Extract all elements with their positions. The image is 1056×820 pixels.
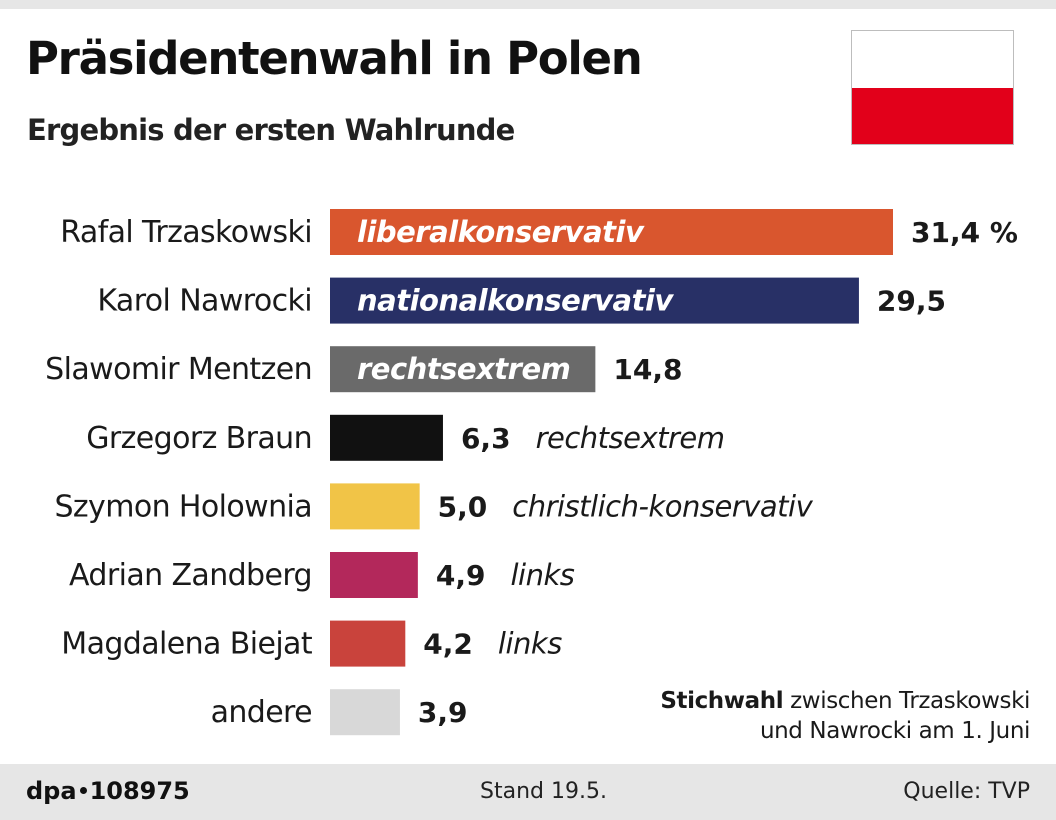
category-label: Adrian Zandberg: [69, 558, 312, 593]
value-label: 6,3: [461, 422, 511, 455]
bar: [330, 483, 420, 530]
orientation-label: links: [510, 558, 574, 592]
chart-subtitle: Ergebnis der ersten Wahlrunde: [27, 113, 515, 147]
category-label: Grzegorz Braun: [86, 421, 312, 456]
value-label: 4,9: [436, 559, 486, 592]
agency-name: dpa: [26, 777, 77, 805]
bar: [330, 346, 596, 393]
source-credit: Quelle: TVP: [903, 779, 1030, 804]
orientation-label: christlich-konservativ: [512, 489, 813, 523]
flag-red-stripe: [852, 87, 1013, 144]
value-label: 29,5: [877, 285, 946, 318]
top-rule: [0, 0, 1056, 9]
orientation-label: nationalkonservativ: [357, 284, 674, 318]
category-label: Karol Nawrocki: [97, 284, 312, 319]
category-label: Magdalena Biejat: [61, 627, 313, 662]
bar: [330, 209, 893, 255]
orientation-label: liberalkonservativ: [357, 215, 645, 249]
orientation-label: rechtsextrem: [536, 421, 725, 455]
agency-credit: dpa 108975: [26, 777, 190, 805]
flag-white-stripe: [852, 31, 1013, 88]
chart-title: Präsidentenwahl in Polen: [26, 32, 643, 85]
runoff-note: Stichwahl zwischen Trzaskowski und Nawroc…: [660, 686, 1030, 746]
note-bold: Stichwahl: [660, 688, 784, 714]
category-label: andere: [211, 695, 312, 730]
orientation-label: links: [498, 627, 562, 661]
bar: [330, 552, 418, 598]
footer: dpa 108975 Stand 19.5. Quelle: TVP: [0, 764, 1056, 820]
category-label: Szymon Holownia: [54, 489, 312, 524]
graphic-id: 108975: [89, 777, 190, 805]
value-label: 3,9: [418, 696, 468, 729]
orientation-label: rechtsextrem: [357, 352, 570, 386]
bar: [330, 277, 859, 324]
bar: [330, 689, 400, 736]
category-label: Slawomir Mentzen: [45, 352, 312, 387]
stand-date: Stand 19.5.: [480, 779, 607, 804]
note-line2: und Nawrocki am 1. Juni: [759, 718, 1030, 744]
value-label: 14,8: [613, 353, 682, 386]
bar-chart: Rafal Trzaskowski 31,4 % liberalkonservati…: [45, 209, 1018, 736]
note-line1: zwischen Trzaskowski: [783, 688, 1030, 714]
bar: [330, 414, 443, 461]
value-label: 4,2: [423, 628, 473, 661]
value-label: 5,0: [438, 490, 488, 523]
agency-dot-icon: [79, 786, 87, 794]
flag-of-poland-icon: [851, 30, 1014, 145]
bar: [330, 620, 406, 667]
category-label: Rafal Trzaskowski: [60, 215, 312, 250]
value-label: 31,4 %: [911, 216, 1018, 249]
